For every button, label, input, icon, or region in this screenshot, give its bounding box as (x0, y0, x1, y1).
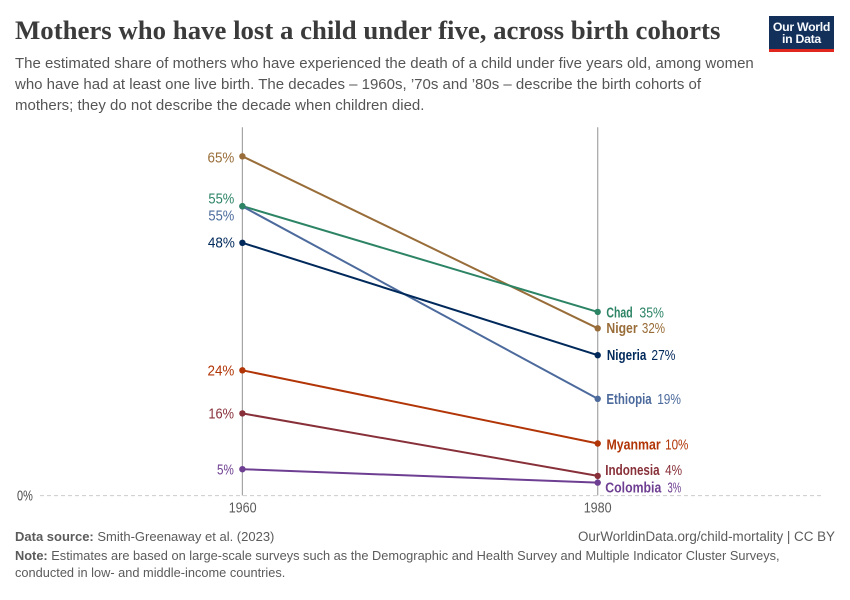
svg-text:32%: 32% (642, 321, 665, 337)
svg-text:Colombia: Colombia (605, 481, 662, 497)
svg-text:Ethiopia: Ethiopia (606, 392, 652, 408)
svg-text:24%: 24% (208, 364, 235, 380)
svg-text:Indonesia: Indonesia (605, 463, 660, 479)
svg-text:Chad: Chad (606, 305, 632, 321)
svg-text:Niger: Niger (606, 321, 637, 337)
svg-text:4%: 4% (665, 463, 682, 479)
svg-text:19%: 19% (657, 392, 681, 408)
svg-text:48%: 48% (208, 236, 235, 252)
svg-text:0%: 0% (17, 488, 33, 504)
svg-text:3%: 3% (668, 481, 682, 497)
svg-text:Nigeria: Nigeria (607, 348, 647, 364)
svg-text:35%: 35% (639, 305, 664, 321)
svg-text:10%: 10% (665, 437, 688, 453)
svg-text:1980: 1980 (584, 501, 612, 517)
svg-text:5%: 5% (217, 462, 234, 478)
svg-text:27%: 27% (651, 348, 675, 364)
svg-text:16%: 16% (208, 407, 234, 423)
svg-text:65%: 65% (208, 150, 235, 166)
svg-text:55%: 55% (208, 192, 234, 208)
svg-text:55%: 55% (208, 209, 234, 225)
svg-text:1960: 1960 (229, 501, 257, 517)
svg-text:Myanmar: Myanmar (607, 437, 661, 453)
